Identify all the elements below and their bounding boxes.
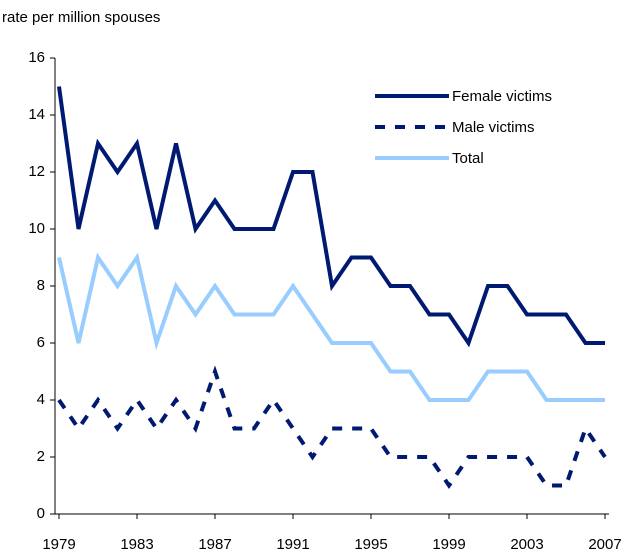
series-line [57,252,605,402]
x-tick-label: 1983 [120,536,153,552]
legend-label: Total [452,150,484,167]
legend-label: Male victims [452,119,535,136]
x-tick-label: 2003 [510,536,543,552]
y-tick-label: 14 [28,106,45,123]
x-tick-label: 1999 [432,536,465,552]
y-axis-label: rate per million spouses [2,9,160,26]
x-tick-label: 1979 [42,536,75,552]
y-tick-label: 2 [37,448,45,465]
legend-label: Female victims [452,88,552,105]
y-tick-label: 0 [37,505,45,522]
x-tick-label: 1991 [276,536,309,552]
series-line [57,365,607,490]
x-tick-label: 2007 [588,536,621,552]
y-tick-label: 16 [28,49,45,66]
y-tick-label: 10 [28,220,45,237]
y-tick-label: 6 [37,334,45,351]
y-tick-label: 4 [37,391,45,408]
y-tick-label: 12 [28,163,45,180]
y-tick-label: 8 [37,277,45,294]
x-tick-label: 1995 [354,536,387,552]
series-line [57,86,605,348]
x-tick-label: 1987 [198,536,231,552]
